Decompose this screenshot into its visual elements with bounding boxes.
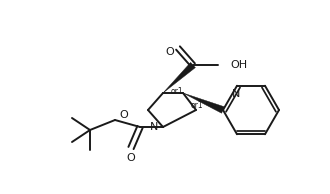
Text: OH: OH bbox=[230, 60, 247, 70]
Text: or1: or1 bbox=[191, 100, 203, 109]
Text: N: N bbox=[149, 122, 158, 132]
Polygon shape bbox=[183, 93, 224, 113]
Text: O: O bbox=[127, 153, 135, 163]
Text: or1: or1 bbox=[171, 87, 183, 95]
Text: O: O bbox=[119, 110, 128, 120]
Polygon shape bbox=[163, 62, 195, 93]
Text: O: O bbox=[165, 47, 174, 57]
Text: N: N bbox=[232, 89, 240, 99]
